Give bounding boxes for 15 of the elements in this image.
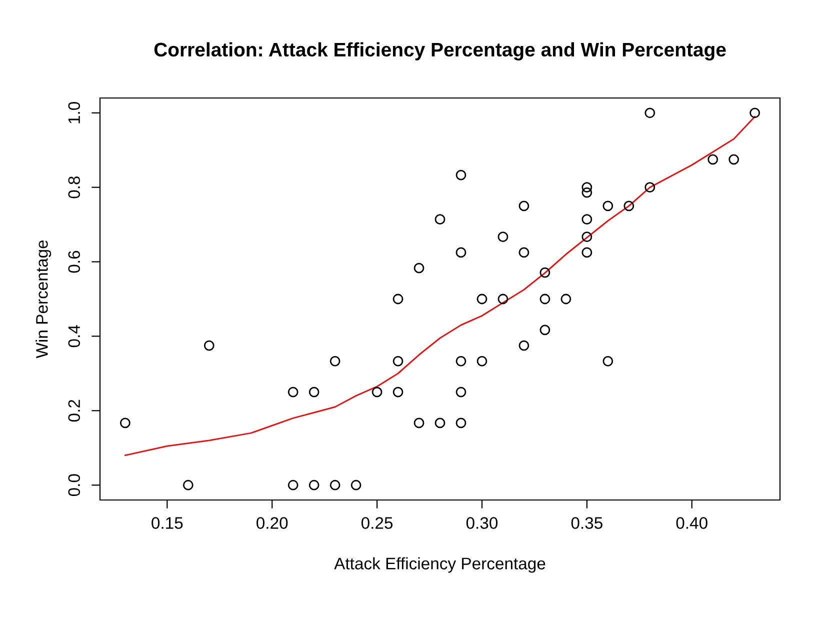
y-tick-label: 0.6	[68, 250, 80, 273]
x-tick-label: 0.40	[676, 517, 708, 529]
y-tick-label: 0.4	[68, 325, 80, 348]
x-tick-label: 0.25	[361, 517, 393, 529]
y-axis-title: Win Percentage	[36, 240, 52, 358]
y-tick-label: 1.0	[68, 102, 80, 124]
x-axis-title: Attack Efficiency Percentage	[334, 557, 546, 573]
y-tick-label: 0.0	[68, 474, 80, 496]
chart-title: Correlation: Attack Efficiency Percentage and Win Percentage	[154, 42, 726, 60]
y-tick-label: 0.8	[68, 176, 80, 198]
x-tick-label: 0.15	[152, 517, 183, 529]
y-tick-label: 0.2	[68, 400, 80, 422]
x-tick-label: 0.35	[571, 517, 602, 529]
x-tick-label: 0.20	[256, 517, 288, 529]
x-tick-label: 0.30	[466, 517, 498, 529]
